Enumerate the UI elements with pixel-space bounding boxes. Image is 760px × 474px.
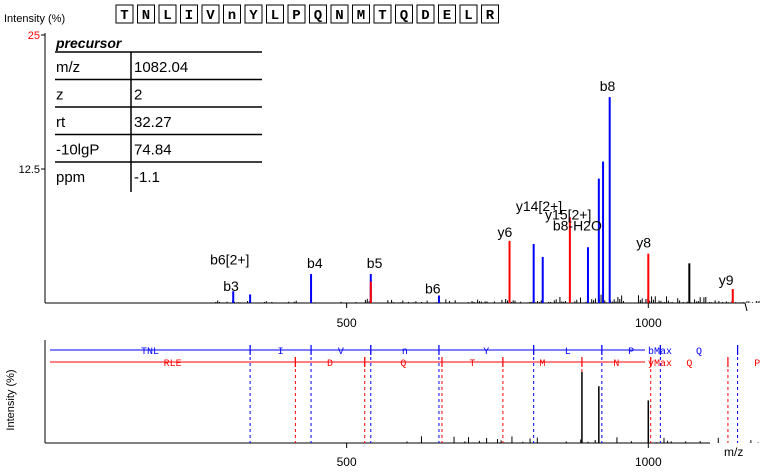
table-row-label: -10lgP: [56, 142, 99, 159]
y-residue: T: [469, 359, 475, 370]
b-residue: n: [402, 347, 408, 358]
b-max-label: bMax: [648, 346, 672, 358]
ion-ladders: TNLIVnYLPQNMTQDELRbMaxRLEDQTMNQPLYnVILNT…: [50, 345, 760, 443]
peak-label: b4: [307, 255, 323, 271]
residue-letter: V: [206, 8, 215, 24]
y-axis-title: Intensity (%): [4, 13, 65, 25]
y-tick-label: 12.5: [19, 164, 40, 176]
residue-letter: N: [335, 8, 343, 24]
table-row-label: m/z: [56, 59, 80, 76]
peak-label: b3: [223, 278, 239, 294]
y-residue: P: [754, 359, 760, 370]
table-row-value: 32.27: [134, 114, 172, 131]
residue-letter: D: [421, 8, 429, 24]
peak-label: b6: [425, 280, 441, 296]
x-tick-label: 500: [337, 316, 357, 330]
peak-label: b8: [600, 78, 616, 94]
y-residue: M: [539, 359, 545, 370]
residue-letter: n: [228, 8, 236, 24]
precursor-table: precursor m/z 1082.04 z 2 rt 32.27 -10lgP 74.84…: [55, 35, 262, 192]
residue-letter: Q: [314, 8, 322, 24]
b-residue: TNL: [141, 347, 159, 358]
x-tick-label: 1000: [635, 455, 662, 469]
residue-letter: I: [185, 8, 193, 24]
table-row-label: ppm: [56, 169, 85, 186]
residue-letter: T: [120, 8, 128, 24]
x-tick-label: 500: [337, 455, 357, 469]
y-residue: Q: [686, 359, 692, 370]
residue-letter: T: [378, 8, 386, 24]
table-row-label: z: [56, 87, 64, 104]
residue-letter: L: [464, 8, 472, 24]
b-residue: P: [628, 347, 634, 358]
table-row-value: 74.84: [134, 142, 172, 159]
residue-letter: Q: [400, 8, 408, 24]
residue-letter: N: [142, 8, 150, 24]
b-residue: V: [338, 347, 344, 358]
table-row-value: 1082.04: [134, 59, 188, 76]
y-residue: D: [327, 359, 333, 370]
table-row-value: 2: [134, 87, 142, 104]
table-row-label: rt: [56, 114, 66, 131]
peak-label: b6[2+]: [210, 251, 249, 267]
residue-letter: L: [271, 8, 279, 24]
peak-label: y8: [636, 235, 651, 251]
residue-letter: Y: [249, 8, 258, 24]
residue-letter: L: [163, 8, 171, 24]
peak-label: y6: [498, 224, 513, 240]
peak-label: y15[2+]: [545, 206, 591, 222]
x-axis-label: m/z: [724, 445, 743, 459]
y-residue: N: [613, 359, 619, 370]
residue-letter: M: [357, 8, 365, 24]
y-max-label: yMax: [648, 359, 672, 370]
top-noise: [214, 295, 760, 303]
table-row-value: -1.1: [134, 169, 160, 186]
precursor-title: precursor: [55, 35, 123, 51]
bottom-peaks: [407, 372, 760, 443]
x-axis-end: [745, 303, 747, 311]
residue-letter: R: [486, 8, 495, 24]
residue-letter: E: [443, 8, 451, 24]
b-residue: L: [565, 347, 571, 358]
b-residue: Q: [696, 347, 702, 358]
y-residue: Q: [400, 359, 406, 370]
b-residue: I: [278, 347, 284, 358]
peak-label: y9: [719, 272, 734, 288]
y-tick-label: 25: [28, 30, 40, 42]
y-residue: RLE: [164, 359, 182, 370]
residue-letter: P: [292, 8, 300, 24]
x-tick-label: 1000: [635, 316, 662, 330]
bottom-y-axis-title: Intensity (%): [5, 369, 17, 430]
peak-label: b5: [367, 255, 383, 271]
b-residue: Y: [483, 347, 489, 358]
